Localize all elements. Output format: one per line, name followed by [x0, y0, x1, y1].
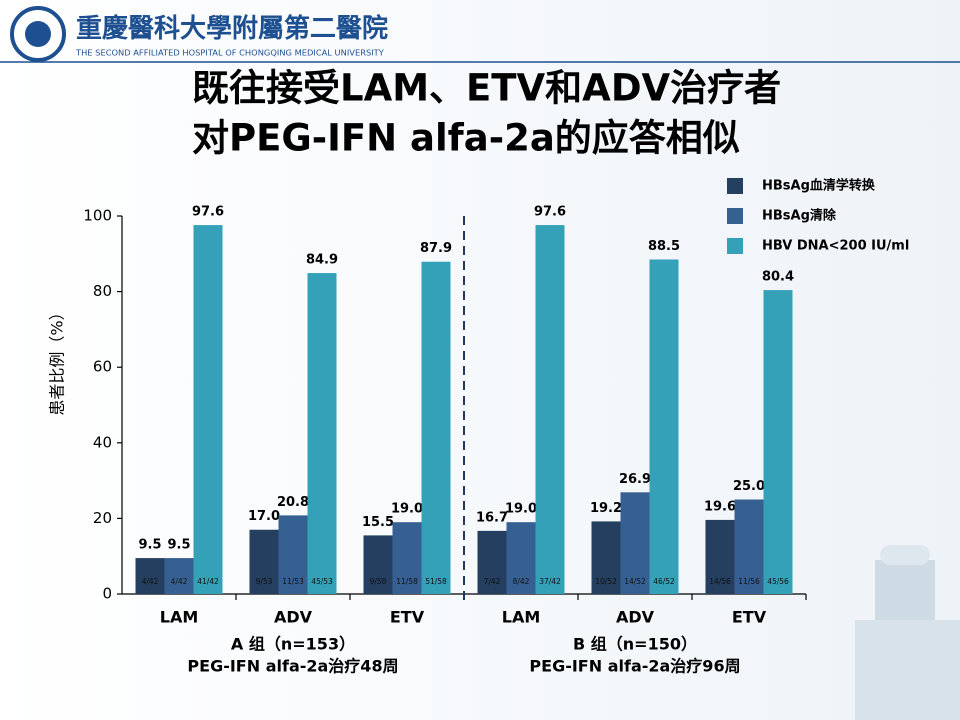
bar	[734, 499, 764, 594]
value-label: 88.5	[648, 239, 680, 254]
bar	[535, 225, 565, 594]
bar	[620, 492, 650, 594]
value-label: 80.4	[762, 270, 794, 285]
value-label: 19.0	[391, 502, 423, 517]
count-label: 11/53	[282, 577, 304, 586]
bar	[649, 259, 679, 594]
title-line: 对PEG-IFN alfa-2a的应答相似	[192, 117, 740, 160]
count-label: 10/52	[595, 577, 617, 586]
group-sublabel: PEG-IFN alfa-2a治疗48周	[187, 657, 398, 676]
bar	[193, 225, 223, 594]
value-label: 9.5	[138, 538, 161, 553]
count-label: 46/52	[653, 577, 675, 586]
value-label: 16.7	[476, 510, 508, 525]
value-label: 19.0	[505, 502, 537, 517]
count-label: 7/42	[484, 577, 501, 586]
value-label: 19.6	[704, 499, 736, 514]
legend-swatch	[727, 238, 743, 254]
y-tick-label: 100	[83, 207, 112, 225]
bar	[363, 535, 393, 594]
y-tick-label: 60	[93, 358, 112, 376]
bar	[164, 558, 194, 594]
legend-swatch	[727, 208, 743, 224]
count-label: 9/53	[256, 577, 273, 586]
y-tick-label: 80	[93, 282, 112, 300]
count-label: 9/58	[370, 577, 387, 586]
value-label: 17.0	[248, 509, 280, 524]
count-label: 41/42	[197, 577, 219, 586]
value-label: 20.8	[277, 495, 309, 510]
group-sublabel: PEG-IFN alfa-2a治疗96周	[529, 657, 740, 676]
group-label: B 组（n=150）	[573, 635, 697, 654]
bar	[135, 558, 165, 594]
value-label: 97.6	[534, 205, 566, 220]
logo	[10, 6, 66, 62]
value-label: 26.9	[619, 472, 651, 487]
bar	[591, 521, 621, 594]
x-tick-label: LAM	[160, 608, 199, 627]
y-tick-label: 20	[93, 509, 112, 527]
count-label: 45/53	[311, 577, 333, 586]
value-label: 97.6	[192, 205, 224, 220]
count-label: 8/42	[513, 577, 530, 586]
hospital-name: 重慶醫科大學附屬第二醫院	[76, 13, 388, 44]
count-label: 11/56	[738, 577, 760, 586]
bar	[392, 522, 422, 594]
bar	[278, 515, 308, 594]
value-label: 25.0	[733, 479, 765, 494]
legend-label: HBV DNA<200 IU/ml	[762, 239, 909, 254]
hospital-name-en: THE SECOND AFFILIATED HOSPITAL OF CHONGQ…	[75, 48, 385, 58]
legend-label: HBsAg血清学转换	[762, 178, 876, 194]
bar	[307, 273, 337, 594]
bar	[506, 522, 536, 594]
value-label: 87.9	[420, 241, 452, 256]
x-tick-label: ADV	[616, 608, 655, 627]
x-tick-label: LAM	[502, 608, 541, 627]
count-label: 11/58	[396, 577, 418, 586]
y-tick-label: 40	[93, 433, 112, 451]
bar	[763, 290, 793, 594]
logo-center	[25, 21, 51, 47]
value-label: 19.2	[590, 501, 622, 516]
title-line: 既往接受LAM、ETV和ADV治疗者	[192, 67, 781, 110]
count-label: 4/42	[171, 577, 188, 586]
building	[855, 545, 960, 720]
bar	[421, 261, 451, 594]
count-label: 45/56	[767, 577, 789, 586]
count-label: 37/42	[539, 577, 561, 586]
count-label: 51/58	[425, 577, 447, 586]
value-label: 9.5	[167, 538, 190, 553]
legend-swatch	[727, 178, 743, 194]
y-axis-label: 患者比例（%）	[48, 304, 67, 415]
value-label: 15.5	[362, 515, 394, 530]
count-label: 14/52	[624, 577, 646, 586]
x-tick-label: ETV	[732, 608, 767, 627]
count-label: 14/56	[709, 577, 731, 586]
x-tick-label: ETV	[390, 608, 425, 627]
y-tick-label: 0	[102, 585, 112, 603]
bar	[705, 519, 735, 594]
count-label: 4/42	[142, 577, 159, 586]
x-tick-label: ADV	[274, 608, 313, 627]
legend-label: HBsAg清除	[762, 208, 837, 224]
value-label: 84.9	[306, 253, 338, 268]
bar	[249, 529, 279, 594]
group-label: A 组（n=153）	[231, 635, 355, 654]
bar	[477, 530, 507, 594]
